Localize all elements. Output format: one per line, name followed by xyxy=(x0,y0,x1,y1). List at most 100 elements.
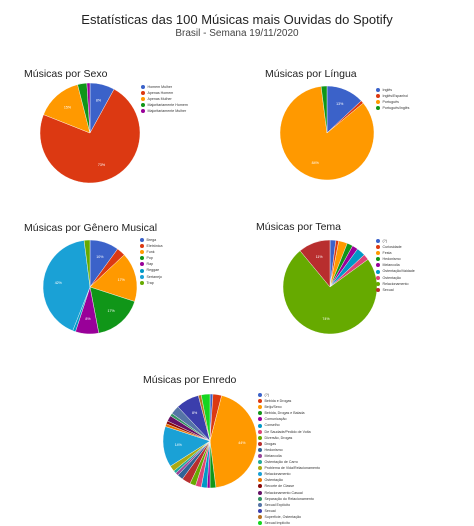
chart-title-lingua: Músicas por Língua xyxy=(265,68,357,80)
pie-slice-label: 14% xyxy=(175,443,183,447)
pie-slice-label: 13% xyxy=(336,102,344,106)
pie-slice-label: 8% xyxy=(85,317,91,321)
legend-swatch xyxy=(376,88,380,93)
legend-item: Melancolia xyxy=(258,453,320,459)
legend-label: Apenas Mulher xyxy=(147,97,172,102)
legend-label: Superfície, Ostentação xyxy=(264,514,302,519)
legend-item: Ostentação de Carro xyxy=(258,459,320,465)
legend-item: Funk xyxy=(140,249,162,255)
legend-label: Ostentação xyxy=(382,275,401,280)
legend-item: Curiosidade xyxy=(376,244,415,250)
legend-item: Ostentação xyxy=(258,477,320,483)
pie-slice-label: 73% xyxy=(98,163,106,167)
legend-item: Comunicação xyxy=(258,416,320,422)
legend-swatch xyxy=(376,263,380,268)
legend-item: Recorte de Classe xyxy=(258,483,320,489)
legend-item: Conselho xyxy=(258,422,320,428)
legend-lingua: Inglês Inglês/Espanhol Português Português/… xyxy=(376,87,409,111)
legend-label: Bebida, Drogas e Balada xyxy=(264,411,305,416)
legend-tema: (?) Curiosidade Festa Hedonismo Melancolia Os… xyxy=(376,238,415,293)
page-subtitle: Brasil - Semana 19/11/2020 xyxy=(175,28,299,39)
legend-item: (?) xyxy=(376,238,415,244)
legend-item: Ostentação/Vaidade xyxy=(376,268,415,274)
pie-slice xyxy=(209,395,258,488)
legend-swatch xyxy=(141,109,145,114)
legend-item: Brega xyxy=(140,237,162,243)
legend-label: Majoritariamente Homem xyxy=(147,103,188,108)
legend-label: Hedonismo xyxy=(264,447,283,452)
pie-chart-tema: 74% 11% xyxy=(282,239,378,335)
legend-swatch xyxy=(258,405,262,410)
legend-item: Reggae xyxy=(140,267,162,273)
legend-label: Português xyxy=(382,100,399,105)
legend-swatch xyxy=(258,508,262,513)
legend-label: Drogas xyxy=(264,441,277,446)
legend-item: Ostentação xyxy=(376,275,415,281)
legend-swatch xyxy=(258,441,262,446)
legend-item: Português/Inglês xyxy=(376,105,409,111)
pie-chart-lingua: 13% 84% xyxy=(279,85,375,181)
legend-label: Relacionamento xyxy=(264,472,291,477)
legend-swatch xyxy=(376,275,380,280)
legend-item: Sexual xyxy=(258,508,320,514)
legend-label: (?) xyxy=(264,393,269,397)
legend-swatch xyxy=(376,251,380,256)
legend-item: Relacionamento xyxy=(376,281,415,287)
legend-item: (?) xyxy=(258,392,320,398)
legend-item: Sexual xyxy=(376,287,415,293)
legend-label: Festa xyxy=(382,251,392,256)
pie-slice-label: 8% xyxy=(192,411,198,415)
legend-item: Separação do Relacionamento xyxy=(258,496,320,502)
legend-item: De Saudade/Pedido de Volta xyxy=(258,429,320,435)
pie-slice xyxy=(86,82,91,134)
legend-item: Drogas xyxy=(258,441,320,447)
pie-slice xyxy=(89,286,135,334)
pie-slice xyxy=(39,88,141,184)
pie-chart-enredo: 44% 14% 8% xyxy=(162,393,258,489)
legend-item: Relacionamento Casual xyxy=(258,490,320,496)
legend-swatch xyxy=(140,238,144,243)
pie-slice xyxy=(83,239,91,288)
legend-label: Reggae xyxy=(146,268,160,273)
legend-label: Português/Inglês xyxy=(382,106,410,111)
pie-slice-label: 84% xyxy=(312,161,320,165)
legend-swatch xyxy=(258,399,262,404)
legend-item: Relacionamento xyxy=(258,471,320,477)
pie-slice xyxy=(89,254,138,302)
legend-label: Conselho xyxy=(264,423,280,428)
legend-swatch xyxy=(140,244,144,249)
legend-label: Bebida e Drogas xyxy=(264,399,292,404)
legend-label: Majoritariamente Mulher xyxy=(147,109,187,114)
legend-swatch xyxy=(258,490,262,495)
legend-swatch xyxy=(258,466,262,471)
pie-slice xyxy=(42,240,91,331)
legend-swatch xyxy=(140,262,144,267)
pie-chart-genero: 10% 17% 17% 8% 42% xyxy=(42,239,138,335)
legend-label: Eletrônica xyxy=(146,244,163,249)
pie-slice xyxy=(279,86,375,181)
legend-swatch xyxy=(376,269,380,274)
legend-label: Beijo/Sexo xyxy=(264,405,282,410)
legend-swatch xyxy=(258,411,262,416)
legend-label: Ostentação/Vaidade xyxy=(382,269,415,274)
legend-swatch xyxy=(140,274,144,279)
legend-item: Majoritariamente Homem xyxy=(141,102,188,108)
legend-item: Bebida e Drogas xyxy=(258,398,320,404)
legend-item: Beijo/Sexo xyxy=(258,404,320,410)
pie-slice xyxy=(282,250,378,335)
legend-swatch xyxy=(258,472,262,477)
legend-genero: Brega Eletrônica Funk Pop Rap Reggae Sertanejo… xyxy=(140,237,162,286)
legend-label: Comunicação xyxy=(264,417,287,422)
legend-label: Recorte de Classe xyxy=(264,484,295,489)
chart-title-sexo: Músicas por Sexo xyxy=(24,68,108,80)
legend-swatch xyxy=(140,280,144,285)
legend-swatch xyxy=(258,393,262,398)
pie-chart-sexo: 8% 73% 15% xyxy=(39,82,141,184)
legend-label: Funk xyxy=(146,250,155,255)
chart-title-tema: Músicas por Tema xyxy=(256,221,342,233)
legend-swatch xyxy=(141,103,145,108)
legend-swatch xyxy=(258,496,262,501)
legend-swatch xyxy=(258,453,262,458)
legend-item: Hedonismo xyxy=(258,447,320,453)
legend-swatch xyxy=(141,91,145,96)
